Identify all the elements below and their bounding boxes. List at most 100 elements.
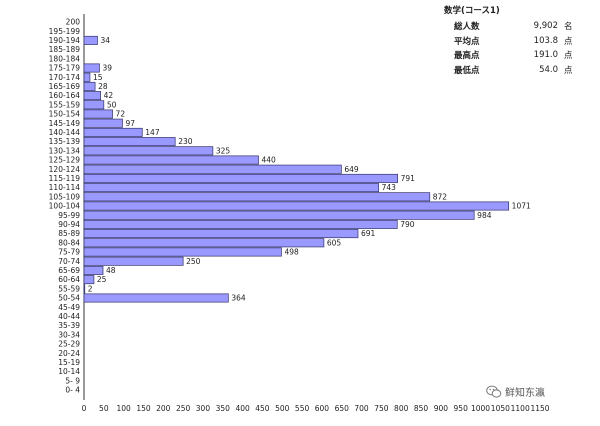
x-tick-label: 450 xyxy=(255,404,270,413)
bar xyxy=(83,118,123,128)
x-tick-label: 1050 xyxy=(491,404,510,413)
x-tick-label: 300 xyxy=(196,404,211,413)
data-label: 791 xyxy=(401,174,416,183)
data-label: 72 xyxy=(116,110,126,119)
y-category-label: 105-109 xyxy=(49,192,81,201)
y-category-label: 200 xyxy=(66,18,81,27)
data-label: 50 xyxy=(107,100,117,109)
x-tick-label: 250 xyxy=(176,404,191,413)
stats-row-min: 最低点 54.0 点 xyxy=(444,63,573,78)
y-category-label: 0- 4 xyxy=(65,386,80,395)
stats-label-total: 総人数 xyxy=(454,22,480,33)
data-label: 15 xyxy=(93,73,103,82)
bar xyxy=(83,192,431,202)
x-tick-label: 200 xyxy=(156,404,171,413)
y-category-label: 95-99 xyxy=(58,211,80,220)
y-category-label: 120-124 xyxy=(49,165,81,174)
bar xyxy=(83,91,102,101)
stats-label-min: 最低点 xyxy=(454,65,480,76)
stats-value-min: 54.0 xyxy=(539,64,558,75)
bar xyxy=(83,137,176,147)
y-category-label: 115-119 xyxy=(49,174,81,183)
stats-row-max: 最高点 191.0 点 xyxy=(444,48,573,63)
y-category-label: 85-89 xyxy=(58,229,80,238)
data-label: 97 xyxy=(125,119,135,128)
bar xyxy=(83,35,98,45)
y-category-label: 135-139 xyxy=(49,137,81,146)
x-tick-label: 1150 xyxy=(530,404,549,413)
stats-unit-min: 点 xyxy=(564,65,573,76)
data-label: 605 xyxy=(327,238,342,247)
bar xyxy=(83,155,259,165)
data-label: 498 xyxy=(284,248,299,257)
y-category-label: 165-169 xyxy=(49,82,81,91)
y-category-label: 195-199 xyxy=(49,27,81,36)
x-tick-label: 500 xyxy=(275,404,290,413)
data-label: 230 xyxy=(178,137,193,146)
stats-title: 数学(コース1) xyxy=(444,6,500,16)
bar xyxy=(83,284,86,294)
y-category-label: 65-69 xyxy=(58,266,80,275)
y-category-label: 60-64 xyxy=(58,275,80,284)
y-category-label: 75-79 xyxy=(58,248,80,257)
y-category-label: 155-159 xyxy=(49,100,81,109)
x-tick-label: 100 xyxy=(116,404,131,413)
y-category-label: 90-94 xyxy=(58,220,80,229)
y-category-label: 55-59 xyxy=(58,284,80,293)
bar xyxy=(83,127,143,137)
data-label: 649 xyxy=(344,165,359,174)
bar xyxy=(83,256,184,266)
y-category-label: 30-34 xyxy=(58,330,80,339)
stats-panel: 数学(コース1) 総人数 9,902 名 平均点 103.8 点 最高点 191… xyxy=(444,4,573,77)
bar xyxy=(83,100,105,110)
data-label: 691 xyxy=(361,229,376,238)
y-category-label: 130-134 xyxy=(49,146,81,155)
bar xyxy=(83,183,379,193)
stats-value-max: 191.0 xyxy=(533,50,558,61)
data-label: 2 xyxy=(88,284,93,293)
x-tick-label: 950 xyxy=(454,404,469,413)
bar xyxy=(83,81,96,91)
bar xyxy=(83,275,95,285)
data-label: 25 xyxy=(97,275,107,284)
stats-row-mean: 平均点 103.8 点 xyxy=(444,34,573,49)
data-label: 48 xyxy=(106,266,116,275)
x-tick-label: 150 xyxy=(136,404,151,413)
stats-value-mean: 103.8 xyxy=(533,35,558,46)
data-label: 364 xyxy=(231,294,246,303)
bar xyxy=(83,164,342,174)
bar xyxy=(83,293,229,303)
x-tick-label: 50 xyxy=(99,404,109,413)
x-tick-label: 750 xyxy=(374,404,389,413)
data-label: 325 xyxy=(216,146,231,155)
x-tick-label: 800 xyxy=(394,404,409,413)
data-label: 1071 xyxy=(512,202,531,211)
data-label: 790 xyxy=(400,220,415,229)
stats-unit-total: 名 xyxy=(564,22,573,33)
stats-label-mean: 平均点 xyxy=(454,36,480,47)
bar xyxy=(83,229,359,239)
y-category-label: 50-54 xyxy=(58,294,80,303)
bar xyxy=(83,63,100,73)
y-category-label: 40-44 xyxy=(58,312,80,321)
y-category-label: 100-104 xyxy=(49,202,81,211)
data-label: 440 xyxy=(261,156,276,165)
data-label: 984 xyxy=(477,211,492,220)
x-tick-label: 550 xyxy=(295,404,310,413)
x-tick-label: 1100 xyxy=(511,404,530,413)
x-tick-label: 600 xyxy=(315,404,330,413)
bar xyxy=(83,109,113,119)
y-category-label: 185-189 xyxy=(49,45,81,54)
x-tick-label: 400 xyxy=(235,404,250,413)
stats-row-total: 総人数 9,902 名 xyxy=(444,19,573,34)
x-tick-label: 350 xyxy=(216,404,231,413)
x-tick-label: 900 xyxy=(434,404,449,413)
y-category-label: 125-129 xyxy=(49,156,81,165)
x-tick-label: 850 xyxy=(414,404,429,413)
x-tick-label: 650 xyxy=(335,404,350,413)
bar xyxy=(83,238,325,248)
bar xyxy=(83,72,91,82)
bar xyxy=(83,210,475,220)
data-label: 743 xyxy=(382,183,397,192)
bar xyxy=(83,173,398,183)
